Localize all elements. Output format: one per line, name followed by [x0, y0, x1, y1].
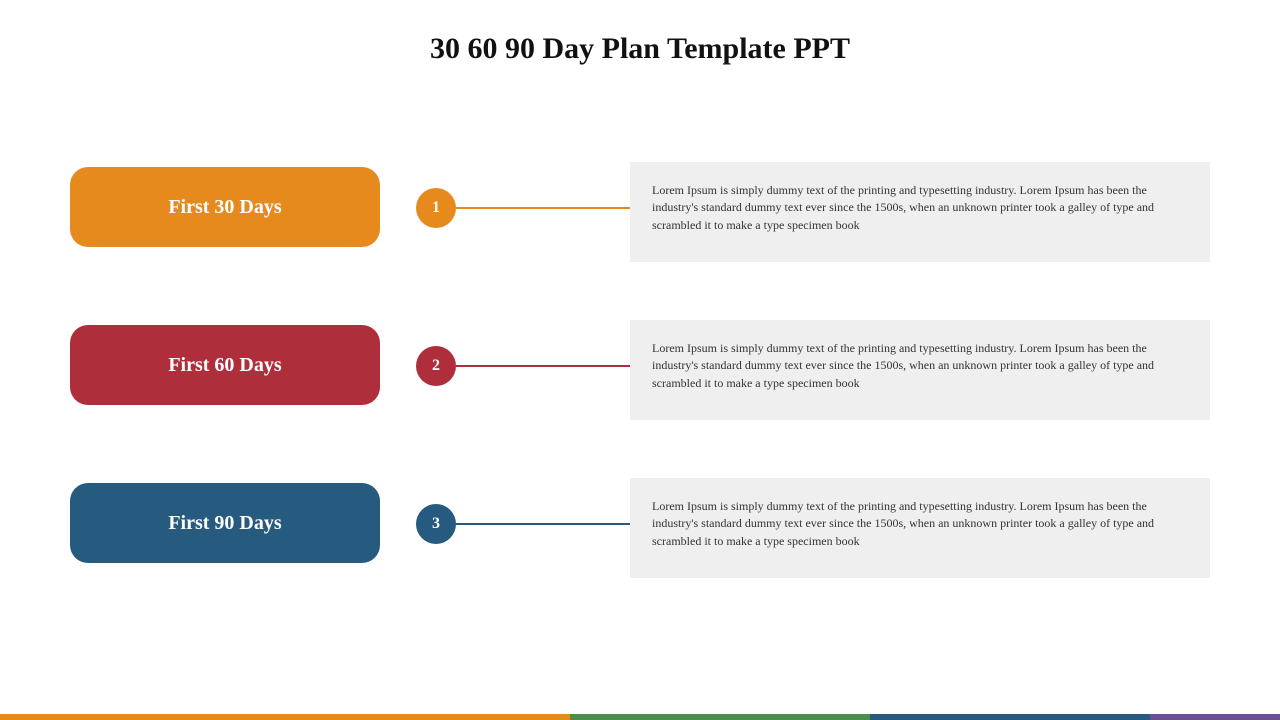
footer-seg-4	[1150, 714, 1280, 720]
connector-3	[456, 523, 636, 525]
step-number: 3	[432, 515, 440, 533]
step-circle-3: 3	[416, 504, 456, 544]
plan-row-30: First 30 Days 1 Lorem Ipsum is simply du…	[70, 162, 1210, 262]
step-number: 1	[432, 199, 440, 217]
plan-row-90: First 90 Days 3 Lorem Ipsum is simply du…	[70, 478, 1210, 578]
footer-seg-2	[570, 714, 870, 720]
pill-90: First 90 Days	[70, 483, 380, 563]
plan-row-60: First 60 Days 2 Lorem Ipsum is simply du…	[70, 320, 1210, 420]
pill-label: First 60 Days	[168, 354, 281, 377]
footer-accent-bar	[0, 714, 1280, 720]
connector-2	[456, 365, 636, 367]
pill-label: First 30 Days	[168, 196, 281, 219]
desc-text: Lorem Ipsum is simply dummy text of the …	[652, 341, 1154, 390]
step-circle-2: 2	[416, 346, 456, 386]
slide-title: 30 60 90 Day Plan Template PPT	[0, 32, 1280, 66]
footer-seg-1	[0, 714, 570, 720]
step-circle-1: 1	[416, 188, 456, 228]
plan-rows: First 30 Days 1 Lorem Ipsum is simply du…	[70, 162, 1210, 636]
connector-1	[456, 207, 636, 209]
desc-box-3: Lorem Ipsum is simply dummy text of the …	[630, 478, 1210, 578]
pill-60: First 60 Days	[70, 325, 380, 405]
slide: 30 60 90 Day Plan Template PPT First 30 …	[0, 0, 1280, 720]
desc-box-1: Lorem Ipsum is simply dummy text of the …	[630, 162, 1210, 262]
desc-text: Lorem Ipsum is simply dummy text of the …	[652, 499, 1154, 548]
step-number: 2	[432, 357, 440, 375]
footer-seg-3	[870, 714, 1150, 720]
pill-label: First 90 Days	[168, 512, 281, 535]
pill-30: First 30 Days	[70, 167, 380, 247]
desc-box-2: Lorem Ipsum is simply dummy text of the …	[630, 320, 1210, 420]
desc-text: Lorem Ipsum is simply dummy text of the …	[652, 183, 1154, 232]
